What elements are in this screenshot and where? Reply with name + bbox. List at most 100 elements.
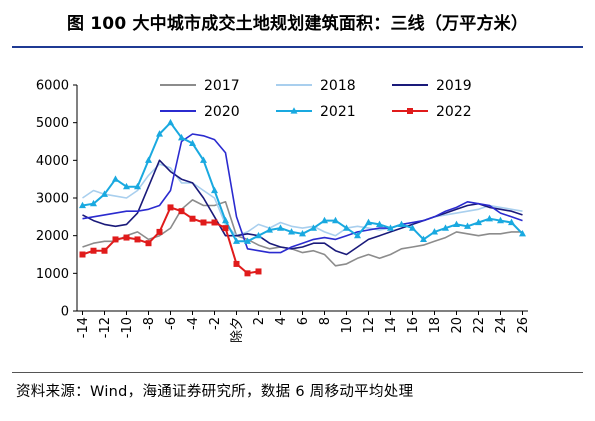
data-point-2022 [255, 268, 262, 275]
data-point-2021 [167, 118, 174, 126]
data-point-2022 [134, 236, 141, 243]
y-tick-label: 2000 [36, 229, 69, 244]
axes: 0 1000 2000 3000 4000 5000 6000 -14 -12 -10 -8 -6 -4… [36, 79, 531, 344]
data-point-2022 [123, 234, 130, 241]
data-point-2021 [277, 224, 284, 231]
y-tick-label: 3000 [36, 192, 69, 207]
x-tick-label: 18 [428, 317, 443, 334]
x-tick-label: 4 [274, 317, 289, 325]
source-rule [12, 372, 583, 373]
data-point-2022 [189, 215, 196, 222]
data-point-2021 [101, 190, 108, 197]
data-point-2022 [145, 240, 152, 247]
data-point-2021 [354, 231, 361, 239]
y-tick-label: 4000 [36, 154, 69, 169]
y-tick-label: 0 [61, 305, 69, 320]
x-tick-label: 22 [472, 317, 487, 334]
x-tick-label: -4 [186, 317, 201, 330]
data-point-2021 [519, 229, 526, 237]
data-point-2022 [233, 260, 240, 267]
data-point-2022 [211, 219, 218, 226]
series-line-2022 [82, 206, 259, 275]
data-point-2021 [211, 186, 218, 194]
data-point-2021 [233, 237, 240, 244]
legend-item-2021: 2021 [276, 104, 356, 120]
series-line-2019 [82, 159, 523, 256]
data-point-2021 [332, 216, 339, 224]
data-point-2022 [178, 208, 185, 215]
data-point-2021 [497, 216, 504, 224]
data-point-2021 [123, 182, 130, 190]
legend-label-2021: 2021 [320, 104, 356, 120]
data-point-2021 [156, 130, 163, 137]
series-2020 [82, 133, 523, 254]
data-point-2021 [222, 216, 229, 224]
data-point-2021 [464, 222, 471, 229]
data-point-2021 [134, 182, 141, 190]
data-point-2021 [321, 216, 328, 224]
data-point-2021 [376, 220, 383, 227]
x-tick-label: -2 [208, 317, 223, 330]
data-point-2022 [200, 219, 207, 226]
data-point-2022 [79, 251, 86, 258]
y-tick-label: 5000 [36, 116, 69, 131]
x-tick-label: -12 [98, 317, 113, 338]
data-point-2021 [90, 199, 97, 207]
data-point-2021 [145, 156, 152, 163]
data-point-2021 [387, 224, 394, 231]
y-tick-label: 1000 [36, 267, 69, 282]
legend-item-2018: 2018 [276, 78, 356, 94]
x-tick-label: 20 [450, 317, 465, 334]
legend-item-2017: 2017 [160, 78, 240, 94]
legend-label-2022: 2022 [436, 104, 472, 120]
data-point-2021 [255, 231, 262, 239]
legend-item-2019: 2019 [392, 78, 472, 94]
x-tick-label: 24 [494, 317, 509, 334]
legend-marker-2021 [290, 107, 298, 114]
data-point-2021 [266, 226, 273, 233]
data-point-2022 [101, 247, 108, 254]
data-point-2022 [112, 236, 119, 243]
title-rule [12, 46, 583, 48]
x-tick-label: -8 [142, 317, 157, 330]
legend-label-2018: 2018 [320, 78, 356, 94]
x-tick-label: -10 [120, 317, 135, 338]
x-tick-label: 10 [340, 317, 355, 334]
x-tick-label: 除夕 [230, 317, 245, 343]
data-point-2021 [79, 201, 86, 209]
data-point-2021 [288, 228, 295, 235]
data-point-2022 [222, 225, 229, 232]
legend-label-2019: 2019 [436, 78, 472, 94]
data-point-2022 [156, 228, 163, 235]
title-bar: 图 100 大中城市成交土地规划建筑面积：三线（万平方米） [0, 0, 595, 46]
series-2019 [82, 159, 523, 256]
data-point-2021 [365, 218, 372, 226]
x-tick-label: 12 [362, 317, 377, 334]
legend-marker-2022 [407, 108, 413, 114]
y-tick-label: 6000 [36, 79, 69, 94]
data-point-2021 [420, 235, 427, 243]
source-note: 资料来源：Wind，海通证券研究所，数据 6 周移动平均处理 [16, 384, 414, 400]
series-2022 [79, 204, 262, 277]
series-layer [79, 118, 526, 277]
data-point-2021 [398, 220, 405, 227]
x-tick-label: -6 [164, 317, 179, 330]
x-tick-label: 8 [318, 317, 333, 325]
x-tick-label: 6 [296, 317, 311, 325]
legend: 2017 2018 2019 2020 2021 2022 [160, 78, 472, 120]
x-tick-label: 14 [384, 317, 399, 334]
data-point-2021 [178, 133, 185, 141]
data-point-2021 [453, 220, 460, 227]
data-point-2021 [409, 224, 416, 231]
series-2021 [79, 118, 526, 244]
legend-item-2020: 2020 [160, 104, 240, 120]
line-chart: 0 1000 2000 3000 4000 5000 6000 -14 -12 -10 -8 -6 -4… [36, 78, 531, 344]
series-line-2020 [82, 133, 523, 254]
legend-item-2022: 2022 [392, 104, 472, 120]
data-point-2021 [442, 224, 449, 231]
data-point-2022 [90, 247, 97, 254]
legend-label-2017: 2017 [204, 78, 240, 94]
data-point-2021 [431, 228, 438, 235]
chart-title: 图 100 大中城市成交土地规划建筑面积：三线（万平方米） [66, 14, 529, 34]
data-point-2021 [189, 139, 196, 146]
